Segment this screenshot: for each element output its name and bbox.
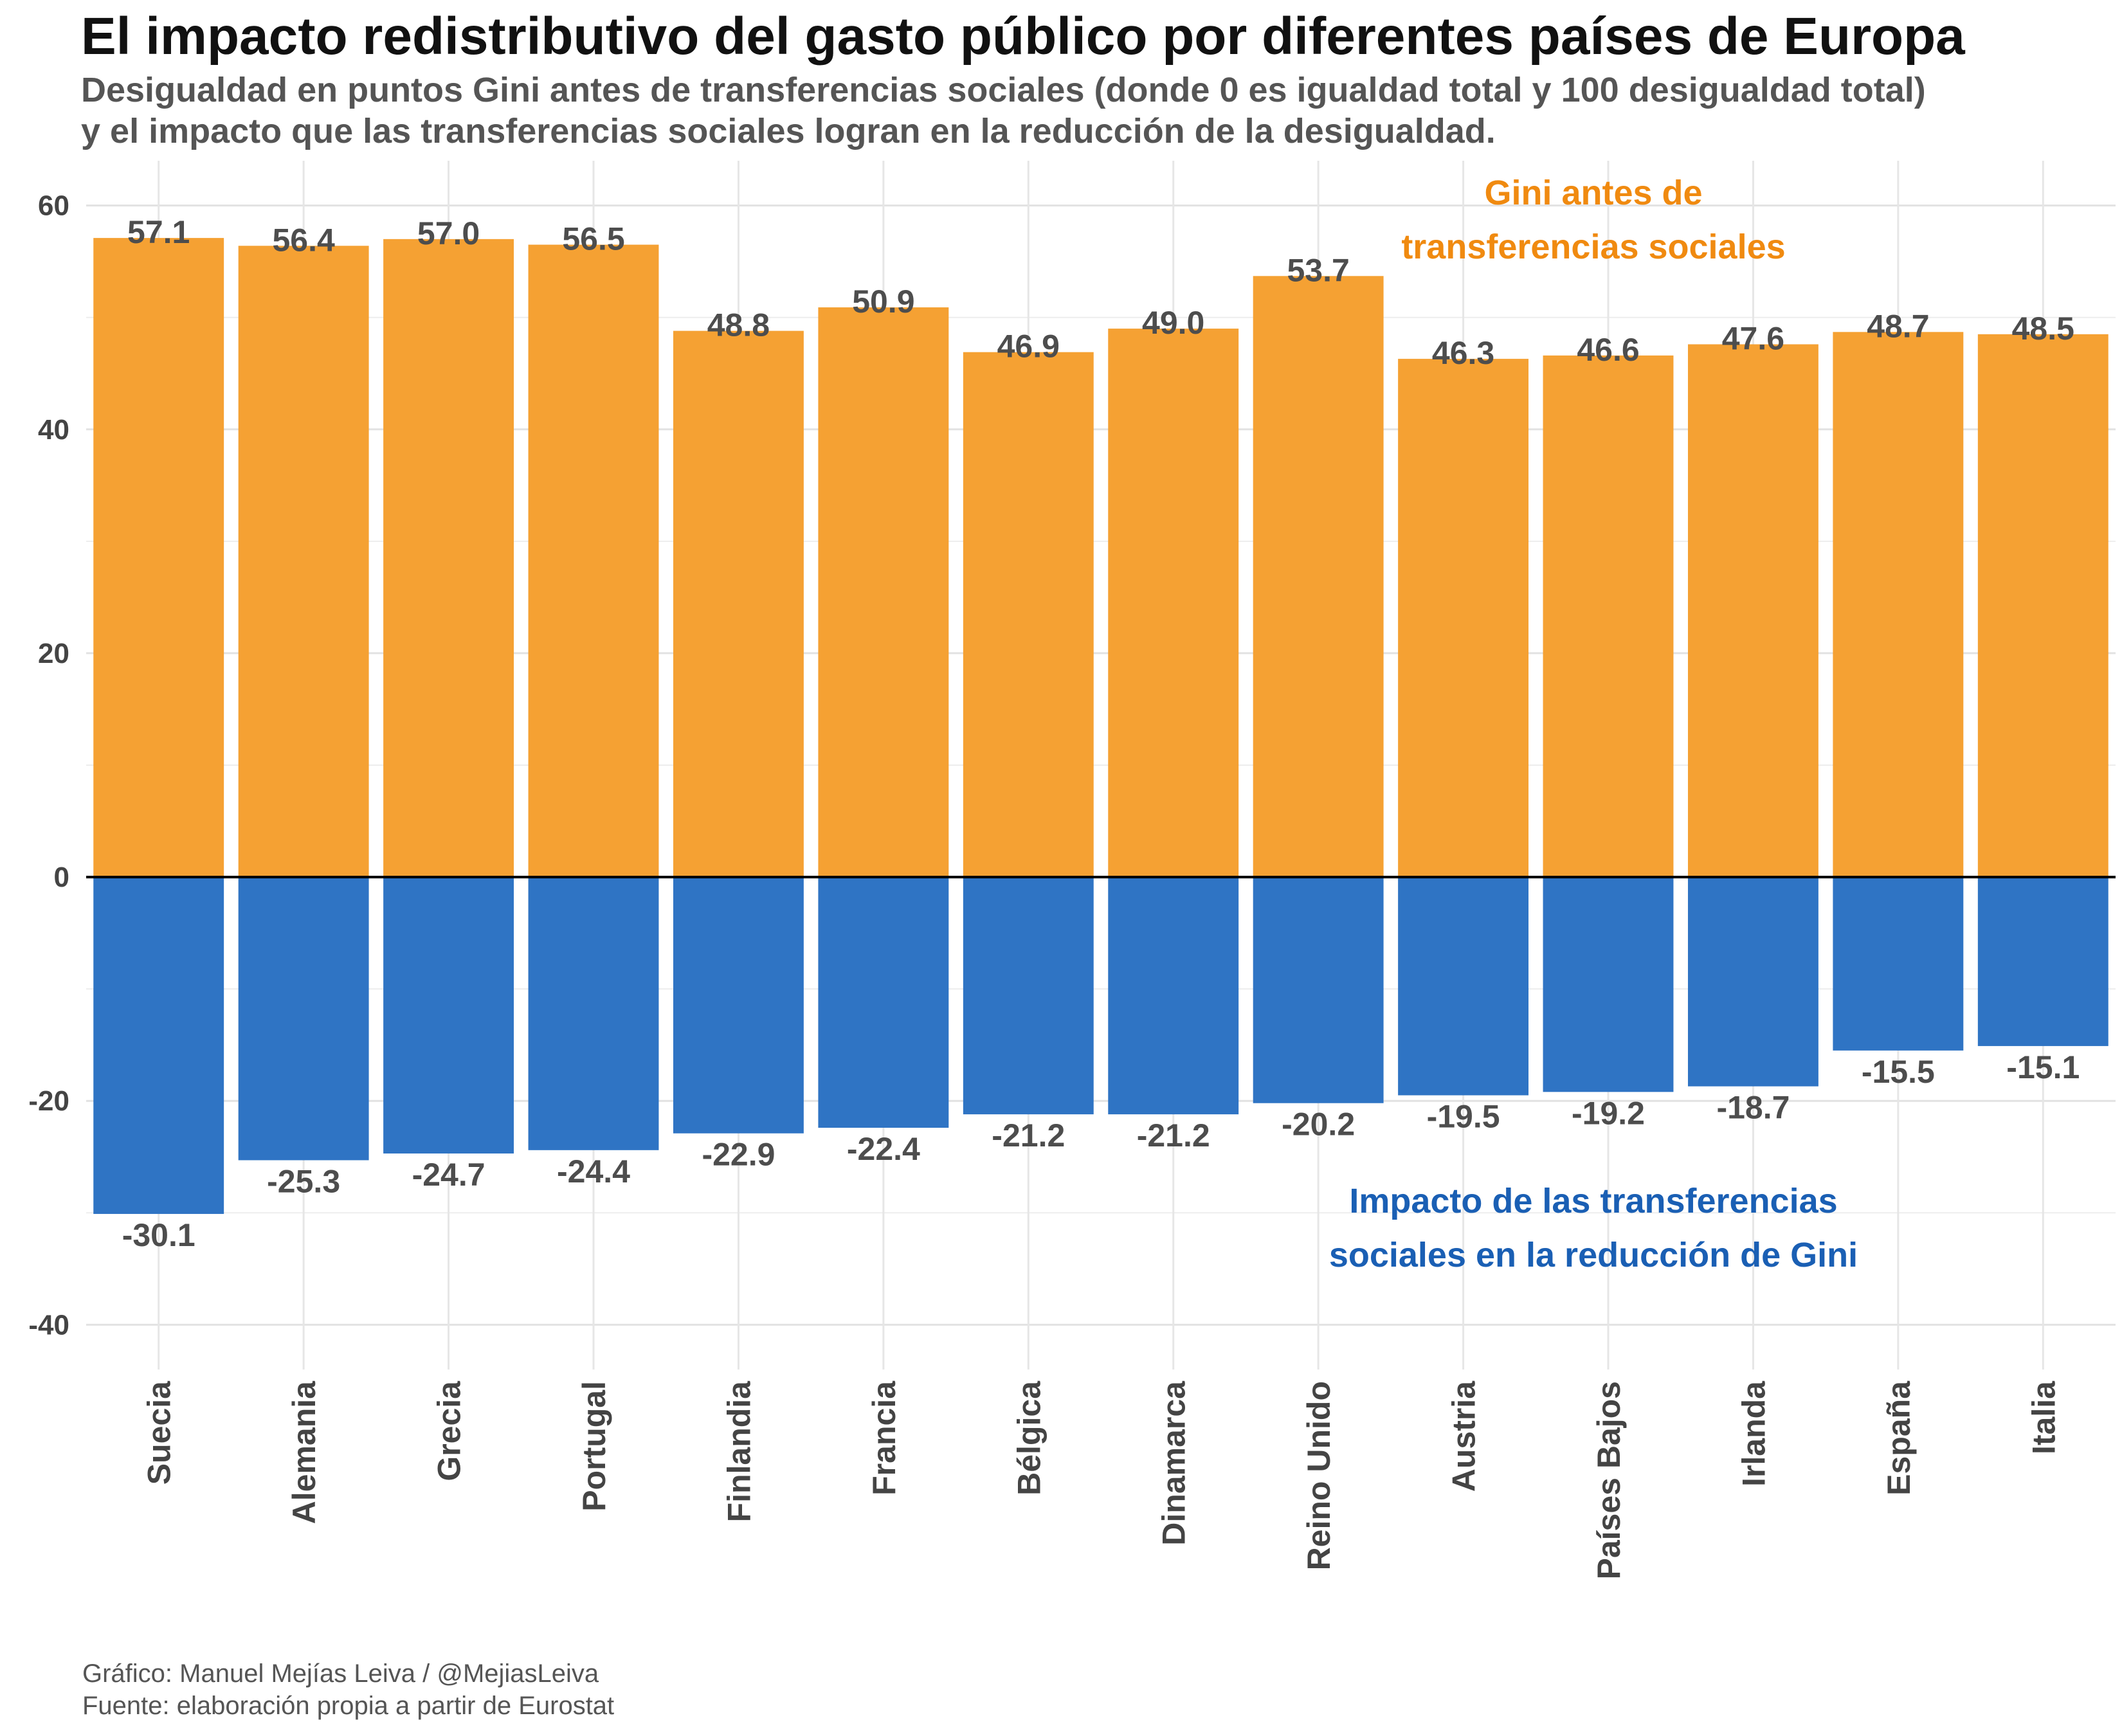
x-tick-label: Italia [2026, 1380, 2062, 1454]
bar-gini-before [673, 330, 804, 878]
caption-source: Fuente: elaboración propia a partir de E… [82, 1692, 615, 1720]
data-label-positive: 46.3 [1432, 335, 1494, 371]
x-tick-label: Finlandia [721, 1380, 757, 1523]
bar-gini-reduction [818, 877, 949, 1128]
y-tick-label: 20 [38, 638, 69, 669]
caption-author: Gráfico: Manuel Mejías Leiva / @MejiasLe… [82, 1659, 599, 1688]
bar-gini-before [1977, 334, 2108, 878]
bar-gini-before [1398, 359, 1529, 878]
bar-gini-before [528, 244, 659, 878]
data-label-positive: 49.0 [1142, 305, 1204, 341]
bar-gini-reduction [528, 877, 659, 1150]
annotation-gini-reduction-line-2: sociales en la reducción de Gini [1329, 1236, 1858, 1274]
bar-gini-before [1253, 276, 1384, 878]
data-label-positive: 57.0 [417, 215, 480, 251]
y-tick-label: 60 [38, 190, 69, 222]
bar-gini-reduction [93, 877, 224, 1215]
data-label-positive: 50.9 [852, 284, 914, 320]
x-tick-label: Países Bajos [1591, 1381, 1627, 1580]
bar-gini-reduction [1108, 877, 1239, 1115]
x-tick-label: Portugal [576, 1381, 612, 1512]
y-tick-label: 40 [38, 414, 69, 446]
x-tick-label: Austria [1446, 1380, 1482, 1492]
data-label-negative: -21.2 [992, 1117, 1065, 1153]
y-tick-label: -20 [28, 1085, 69, 1117]
subtitle-line-1: Desigualdad en puntos Gini antes de tran… [81, 71, 1926, 109]
bar-gini-before [1543, 355, 1674, 878]
bar-gini-before [1108, 329, 1239, 878]
bar-gini-reduction [1977, 877, 2108, 1046]
x-tick-label: Grecia [431, 1380, 467, 1481]
x-tick-label: Dinamarca [1156, 1380, 1192, 1546]
data-label-negative: -24.4 [557, 1153, 630, 1189]
chart-subtitle: Desigualdad en puntos Gini antes de tran… [81, 69, 1926, 152]
bar-gini-before [238, 246, 369, 878]
bar-gini-before [818, 307, 949, 878]
data-label-positive: 57.1 [127, 214, 190, 250]
data-label-negative: -24.7 [412, 1157, 485, 1193]
y-tick-label: -40 [28, 1309, 69, 1341]
bar-gini-reduction [1398, 877, 1529, 1096]
data-label-positive: 48.7 [1867, 308, 1929, 344]
data-label-positive: 48.8 [707, 307, 770, 343]
data-label-negative: -30.1 [122, 1217, 195, 1253]
subtitle-line-2: y el impacto que las transferencias soci… [81, 112, 1496, 150]
data-label-negative: -22.9 [702, 1137, 775, 1173]
data-label-positive: 48.5 [2012, 311, 2074, 347]
bar-gini-reduction [1543, 877, 1674, 1092]
data-label-positive: 46.9 [997, 329, 1060, 365]
bar-gini-reduction [238, 877, 369, 1161]
annotation-gini-reduction-line-1: Impacto de las transferencias [1349, 1182, 1837, 1220]
bar-gini-before [93, 238, 224, 878]
data-label-negative: -20.2 [1282, 1107, 1355, 1143]
bar-gini-reduction [383, 877, 514, 1154]
bar-gini-before [383, 239, 514, 878]
chart-caption: Gráfico: Manuel Mejías Leiva / @MejiasLe… [82, 1658, 614, 1722]
annotation-gini-before-line-1: Gini antes de [1484, 174, 1702, 212]
bar-gini-reduction [1833, 877, 1964, 1051]
data-label-negative: -15.5 [1862, 1054, 1935, 1090]
data-label-negative: -25.3 [267, 1163, 340, 1199]
bar-gini-before [1833, 332, 1964, 878]
x-tick-label: Suecia [141, 1380, 177, 1485]
bar-gini-reduction [1687, 877, 1818, 1087]
data-label-positive: 46.6 [1577, 332, 1639, 368]
bar-gini-reduction [673, 877, 804, 1134]
x-tick-label: España [1881, 1380, 1917, 1496]
data-label-positive: 56.4 [272, 222, 335, 258]
data-label-positive: 47.6 [1722, 320, 1784, 356]
x-tick-label: Alemania [286, 1380, 322, 1524]
x-tick-label: Reino Unido [1301, 1381, 1337, 1570]
data-label-negative: -18.7 [1716, 1090, 1790, 1126]
bar-gini-reduction [1253, 877, 1384, 1103]
data-label-negative: -15.1 [2006, 1049, 2080, 1085]
annotation-gini-before-line-2: transferencias sociales [1401, 228, 1785, 266]
x-tick-label: Francia [866, 1380, 902, 1496]
data-label-negative: -22.4 [847, 1131, 920, 1167]
data-label-positive: 53.7 [1287, 252, 1349, 288]
data-label-negative: -19.2 [1572, 1095, 1645, 1131]
chart-title: El impacto redistributivo del gasto públ… [81, 7, 1965, 66]
data-label-negative: -21.2 [1137, 1117, 1210, 1153]
x-tick-label: Irlanda [1736, 1380, 1772, 1487]
y-tick-label: 0 [54, 862, 69, 893]
x-tick-label: Bélgica [1011, 1380, 1047, 1496]
data-label-negative: -19.5 [1427, 1099, 1500, 1135]
bar-gini-before [963, 352, 1094, 878]
data-label-positive: 56.5 [562, 221, 624, 257]
bar-gini-reduction [963, 877, 1094, 1115]
bar-gini-before [1687, 344, 1818, 878]
